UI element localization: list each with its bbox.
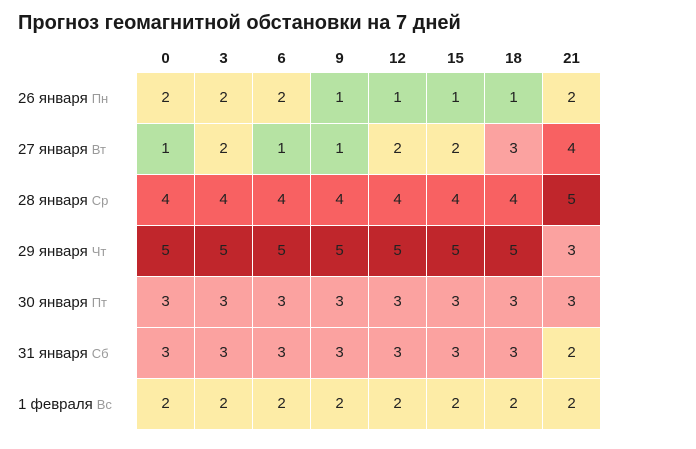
hour-label: 9 [335,50,344,67]
hour-label: 18 [505,50,522,67]
hour-label: 21 [563,50,580,67]
heatmap-cell: 3 [195,328,252,378]
weekday-text: Вт [91,142,106,157]
heatmap-cell: 4 [253,175,310,225]
heatmap-cell: 3 [137,277,194,327]
heatmap-cell: 1 [369,73,426,123]
weekday-text: Вс [96,397,112,412]
heatmap-cell: 5 [253,226,310,276]
heatmap-cell: 3 [485,124,542,174]
heatmap-cell: 4 [311,175,368,225]
chart-title: Прогноз геомагнитной обстановки на 7 дне… [18,12,461,34]
heatmap-cell: 4 [543,124,600,174]
heatmap-cell: 3 [543,226,600,276]
heatmap-cell: 2 [543,73,600,123]
heatmap-cell: 2 [137,379,194,429]
heatmap-cell: 1 [311,73,368,123]
weekday-text: Пт [91,295,108,310]
heatmap-cell: 4 [427,175,484,225]
date-label: 31 января Сб [18,328,109,379]
date-text: 30 января [18,294,88,311]
heatmap-cell: 2 [195,73,252,123]
weekday-text: Пн [91,91,109,106]
date-text: 27 января [18,141,88,158]
heatmap-cell: 5 [137,226,194,276]
hour-label: 6 [277,50,286,67]
heatmap-cell: 2 [253,73,310,123]
hour-label: 15 [447,50,464,67]
heatmap-cell: 3 [485,277,542,327]
heatmap-cell: 3 [195,277,252,327]
heatmap-cell: 2 [543,379,600,429]
heatmap-cell: 5 [195,226,252,276]
heatmap-cell: 2 [253,379,310,429]
hour-label: 0 [161,50,170,67]
date-text: 26 января [18,90,88,107]
heatmap-cell: 3 [369,328,426,378]
date-label: 28 января Ср [18,175,108,226]
heatmap-cell: 3 [253,328,310,378]
heatmap-cell: 2 [369,379,426,429]
heatmap-cell: 1 [253,124,310,174]
heatmap-cell: 5 [369,226,426,276]
date-label: 30 января Пт [18,277,107,328]
date-label: 26 января Пн [18,73,108,124]
heatmap-cell: 3 [253,277,310,327]
heatmap-cell: 3 [427,277,484,327]
heatmap-cell: 2 [195,379,252,429]
heatmap-cell: 3 [311,277,368,327]
heatmap-cell: 2 [427,124,484,174]
heatmap-cell: 4 [137,175,194,225]
heatmap-cell: 5 [543,175,600,225]
heatmap-cell: 4 [195,175,252,225]
heatmap-cell: 4 [369,175,426,225]
date-label: 27 января Вт [18,124,106,175]
heatmap-cell: 1 [137,124,194,174]
weekday-text: Сб [91,346,109,361]
heatmap-cell: 2 [427,379,484,429]
date-text: 28 января [18,192,88,209]
heatmap-cell: 5 [485,226,542,276]
heatmap-cell: 3 [485,328,542,378]
heatmap-cell: 2 [369,124,426,174]
heatmap-cell: 1 [485,73,542,123]
hour-axis: 0 3 6 9 12 15 18 21 [137,50,600,70]
date-label: 1 февраля Вс [18,379,112,430]
date-text: 29 января [18,243,88,260]
heatmap-cell: 3 [369,277,426,327]
heatmap-cell: 1 [311,124,368,174]
heatmap-cell: 3 [543,277,600,327]
heatmap-cell: 3 [427,328,484,378]
weekday-text: Чт [91,244,107,259]
heatmap-cell: 3 [311,328,368,378]
heatmap-cell: 5 [311,226,368,276]
date-label: 29 января Чт [18,226,106,277]
heatmap-cell: 1 [427,73,484,123]
heatmap-cell: 2 [543,328,600,378]
heatmap-cell: 4 [485,175,542,225]
weekday-text: Ср [91,193,109,208]
heatmap-cell: 5 [427,226,484,276]
heatmap-cell: 2 [195,124,252,174]
date-text: 1 февраля [18,396,93,413]
heatmap-cell: 2 [311,379,368,429]
hour-label: 12 [389,50,406,67]
heatmap-cell: 3 [137,328,194,378]
hour-label: 3 [219,50,228,67]
heatmap-cell: 2 [137,73,194,123]
date-text: 31 января [18,345,88,362]
heatmap-cell: 2 [485,379,542,429]
